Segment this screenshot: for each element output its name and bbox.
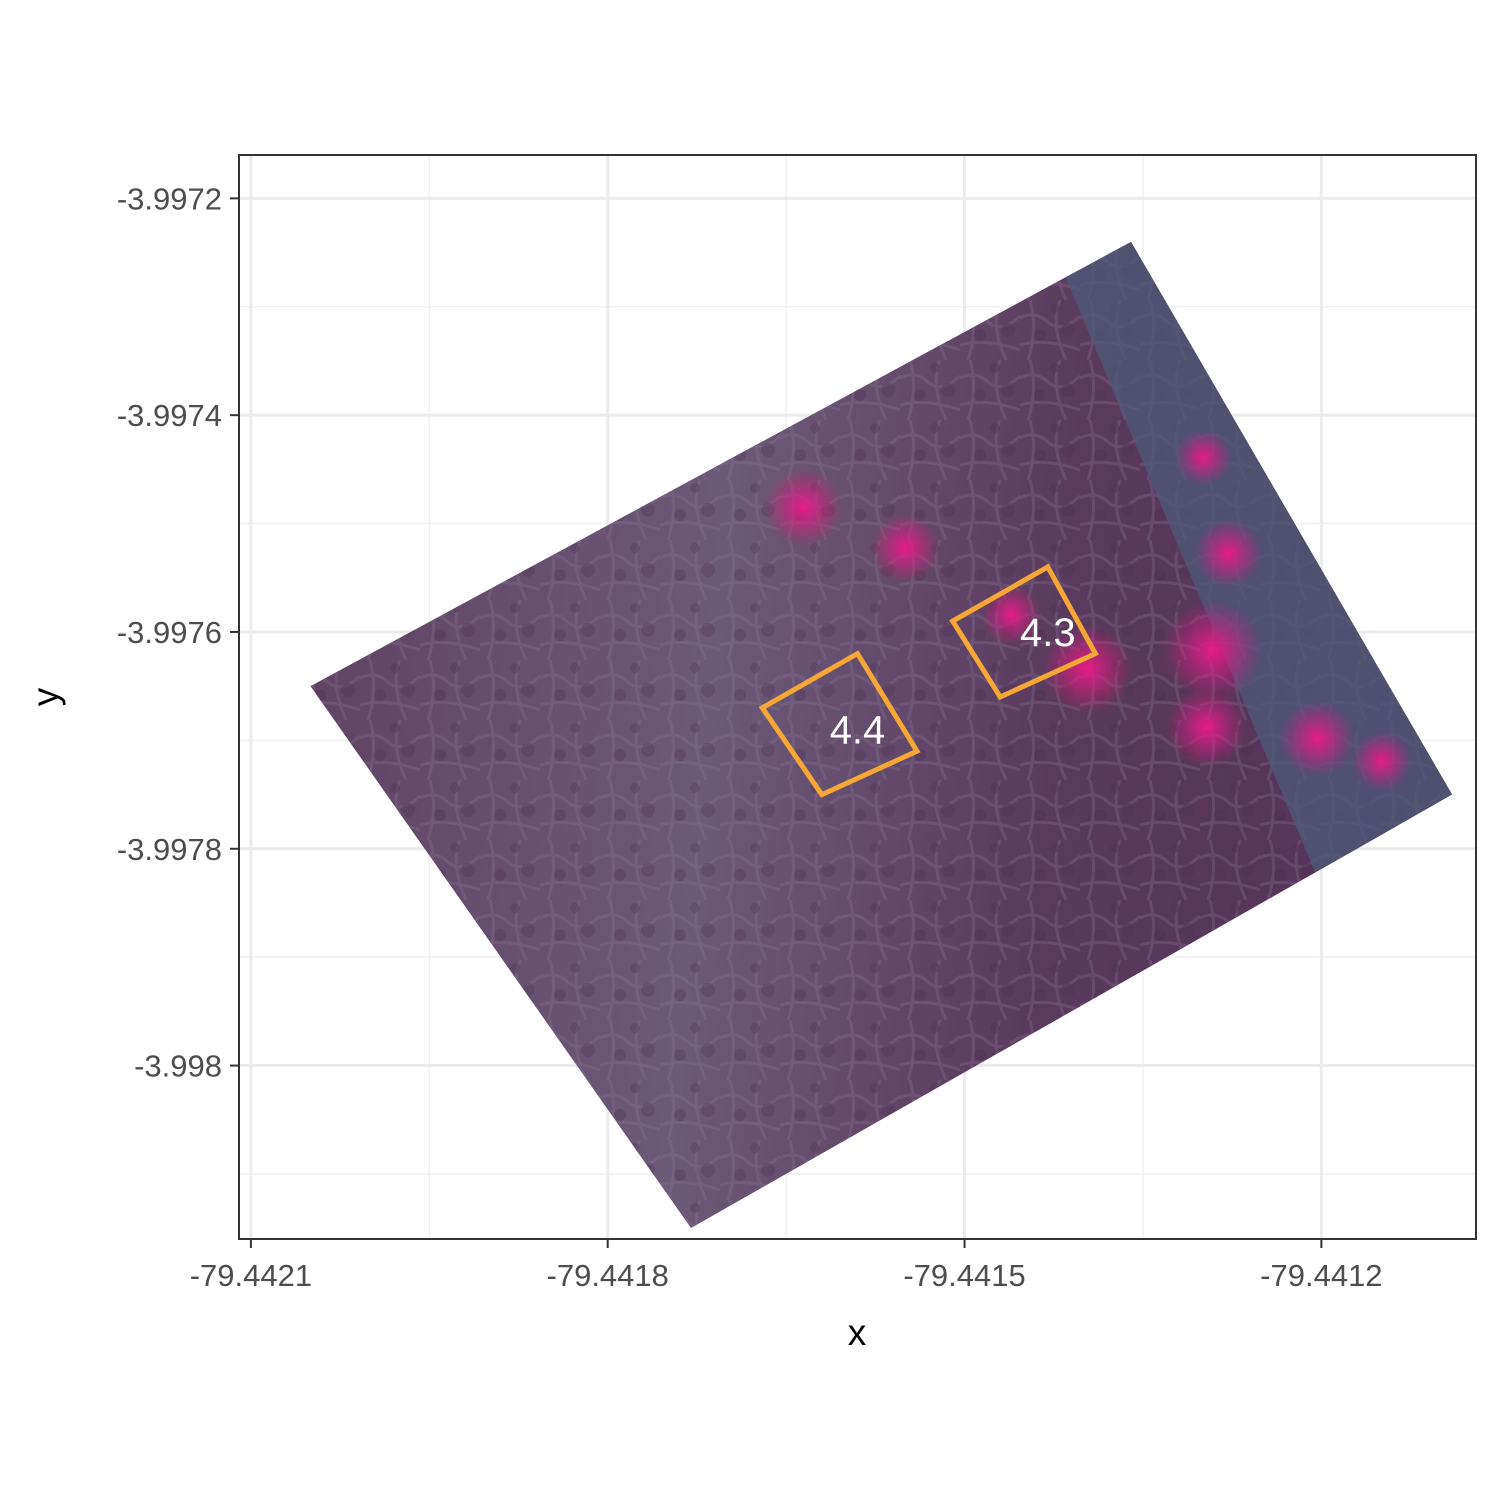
x-tick-label: -79.4418 xyxy=(547,1258,669,1293)
vegetation-patch xyxy=(1042,623,1133,714)
vegetation-patch xyxy=(1162,600,1263,701)
plot-boundary-4.4 xyxy=(758,650,921,798)
y-tick-label: -3.9974 xyxy=(117,398,222,433)
x-axis-title: x xyxy=(848,1312,867,1353)
y-tick-label: -3.9972 xyxy=(117,181,222,216)
vegetation-patch xyxy=(1194,519,1263,588)
vegetation-patch xyxy=(981,584,1042,645)
vegetation-patch xyxy=(763,467,844,548)
plot-boundary-4.3 xyxy=(949,563,1099,701)
y-tick-label: -3.9976 xyxy=(117,615,222,650)
y-tick-label: -3.9978 xyxy=(117,832,222,867)
x-tick-label: -79.4412 xyxy=(1260,1258,1382,1293)
plot-boundaries: 4.4 4.3 xyxy=(758,563,1099,798)
vegetation-patch xyxy=(1351,731,1412,792)
plot-label-4.4: 4.4 xyxy=(830,709,886,753)
aerial-image xyxy=(310,241,1453,1229)
x-tick-label: -79.4415 xyxy=(903,1258,1025,1293)
vegetation-patch xyxy=(1279,700,1356,777)
vegetation-patch xyxy=(870,512,941,583)
panel-border xyxy=(238,154,1477,1240)
y-axis-ticks: -3.9972 -3.9974 -3.9976 -3.9978 -3.998 xyxy=(117,181,239,1084)
vegetation-patch xyxy=(1175,429,1232,486)
vegetation-patch xyxy=(1166,687,1247,768)
y-tick-label: -3.998 xyxy=(134,1049,222,1084)
x-axis-ticks: -79.4421 -79.4418 -79.4415 -79.4412 xyxy=(190,1239,1383,1293)
y-axis-title: y xyxy=(25,687,66,706)
x-tick-label: -79.4421 xyxy=(190,1258,312,1293)
plot-label-4.3: 4.3 xyxy=(1020,611,1076,655)
